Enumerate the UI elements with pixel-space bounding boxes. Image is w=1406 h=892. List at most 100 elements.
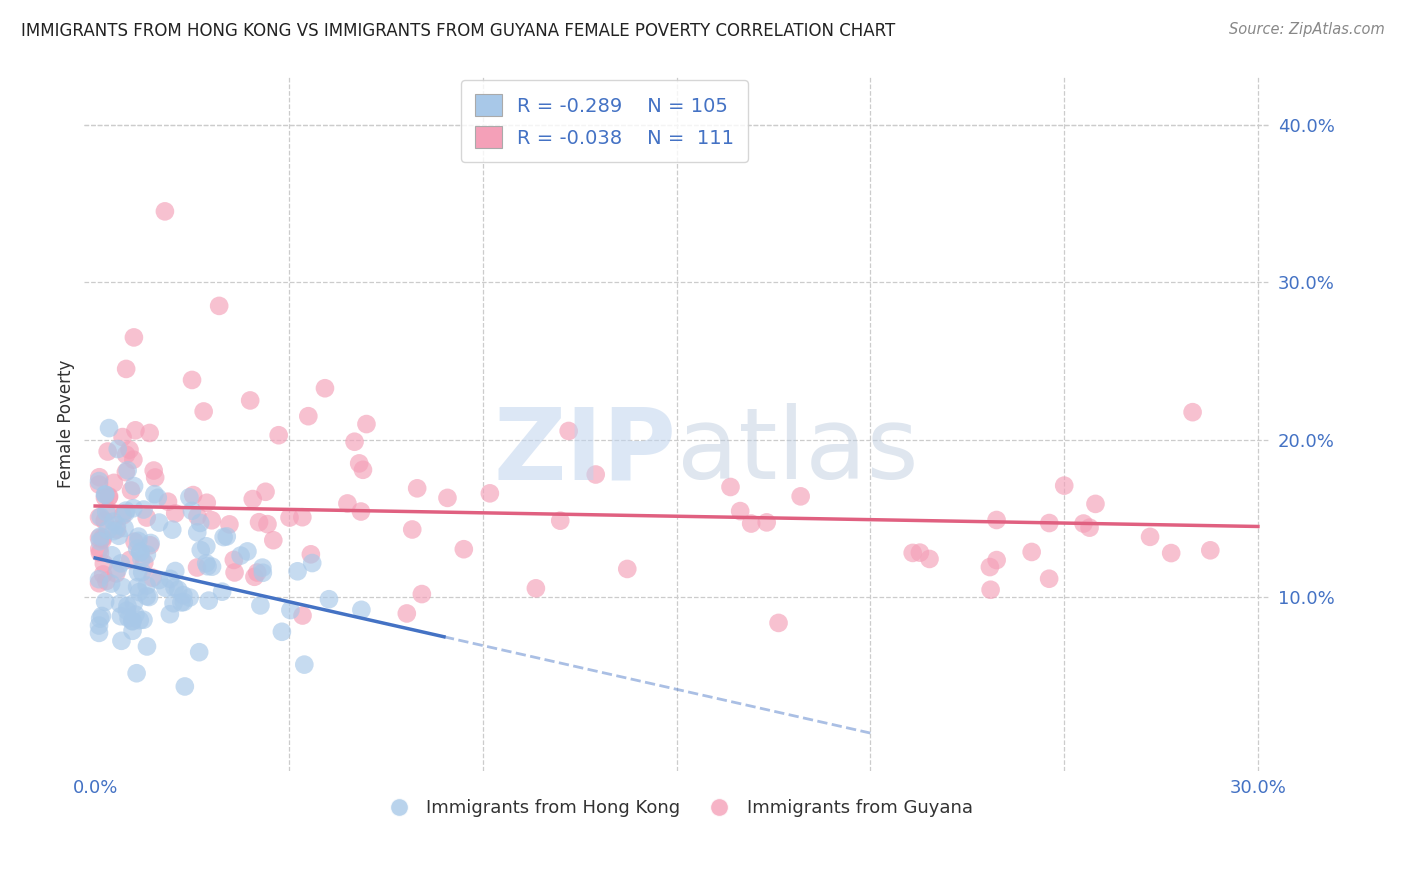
Point bbox=[193, 404, 215, 418]
Legend: Immigrants from Hong Kong, Immigrants from Guyana: Immigrants from Hong Kong, Immigrants fr… bbox=[373, 791, 980, 824]
Point bbox=[89, 612, 111, 626]
Point bbox=[243, 570, 266, 584]
Point bbox=[280, 603, 302, 617]
Point bbox=[179, 491, 201, 505]
Point bbox=[229, 549, 252, 563]
Point bbox=[336, 496, 359, 510]
Point bbox=[110, 633, 132, 648]
Point bbox=[115, 362, 138, 376]
Point bbox=[129, 545, 152, 559]
Point bbox=[1021, 545, 1043, 559]
Point bbox=[155, 581, 177, 595]
Point bbox=[120, 483, 142, 498]
Point bbox=[121, 615, 143, 629]
Point bbox=[297, 409, 319, 424]
Point bbox=[254, 484, 277, 499]
Point bbox=[89, 470, 111, 484]
Point bbox=[197, 593, 219, 607]
Point bbox=[117, 611, 139, 625]
Point bbox=[143, 470, 166, 484]
Point bbox=[162, 523, 184, 537]
Point bbox=[124, 534, 146, 549]
Point bbox=[124, 423, 146, 437]
Point bbox=[453, 542, 475, 557]
Point bbox=[436, 491, 458, 505]
Point bbox=[789, 489, 811, 503]
Point bbox=[94, 595, 117, 609]
Point bbox=[201, 513, 224, 527]
Point bbox=[132, 502, 155, 516]
Point bbox=[91, 533, 114, 547]
Point bbox=[121, 614, 143, 628]
Point bbox=[111, 580, 134, 594]
Point bbox=[1160, 546, 1182, 560]
Point bbox=[96, 505, 118, 519]
Point bbox=[173, 595, 195, 609]
Point bbox=[91, 567, 114, 582]
Point bbox=[143, 487, 166, 501]
Point bbox=[110, 557, 132, 571]
Point bbox=[89, 534, 111, 549]
Point bbox=[1181, 405, 1204, 419]
Point bbox=[98, 490, 121, 504]
Point bbox=[246, 566, 269, 580]
Point bbox=[135, 578, 157, 592]
Point bbox=[121, 624, 143, 638]
Point bbox=[100, 576, 122, 591]
Point bbox=[159, 572, 181, 586]
Point bbox=[256, 517, 278, 532]
Point bbox=[148, 516, 170, 530]
Point bbox=[267, 428, 290, 442]
Point bbox=[740, 516, 762, 531]
Point bbox=[222, 553, 245, 567]
Point bbox=[287, 564, 309, 578]
Point bbox=[127, 566, 149, 580]
Point bbox=[755, 516, 778, 530]
Point bbox=[97, 523, 120, 537]
Point bbox=[103, 475, 125, 490]
Point bbox=[247, 515, 270, 529]
Point bbox=[115, 503, 138, 517]
Point bbox=[1073, 516, 1095, 531]
Point bbox=[318, 592, 340, 607]
Point bbox=[111, 430, 134, 444]
Point bbox=[115, 465, 138, 479]
Point bbox=[159, 607, 181, 622]
Point bbox=[314, 381, 336, 395]
Point bbox=[94, 488, 117, 502]
Point bbox=[190, 543, 212, 558]
Point bbox=[1084, 497, 1107, 511]
Point bbox=[115, 604, 138, 618]
Point bbox=[96, 574, 118, 588]
Point bbox=[301, 556, 323, 570]
Point bbox=[1038, 516, 1060, 530]
Point bbox=[136, 640, 159, 654]
Point bbox=[406, 481, 429, 495]
Point bbox=[1038, 572, 1060, 586]
Point bbox=[105, 518, 128, 533]
Point bbox=[557, 424, 579, 438]
Point bbox=[138, 425, 160, 440]
Point bbox=[139, 538, 162, 552]
Point bbox=[585, 467, 607, 482]
Point bbox=[87, 576, 110, 591]
Point bbox=[118, 553, 141, 567]
Point bbox=[195, 496, 218, 510]
Point bbox=[87, 510, 110, 524]
Point bbox=[93, 557, 115, 571]
Point bbox=[524, 582, 547, 596]
Point bbox=[347, 456, 370, 470]
Point bbox=[270, 624, 292, 639]
Point bbox=[114, 521, 136, 535]
Point bbox=[138, 590, 160, 604]
Point bbox=[107, 562, 129, 576]
Text: Source: ZipAtlas.com: Source: ZipAtlas.com bbox=[1229, 22, 1385, 37]
Point bbox=[720, 480, 742, 494]
Point bbox=[212, 530, 235, 544]
Point bbox=[239, 393, 262, 408]
Point bbox=[181, 488, 204, 502]
Point bbox=[186, 560, 208, 574]
Point bbox=[108, 529, 131, 543]
Point bbox=[89, 541, 111, 556]
Point bbox=[122, 452, 145, 467]
